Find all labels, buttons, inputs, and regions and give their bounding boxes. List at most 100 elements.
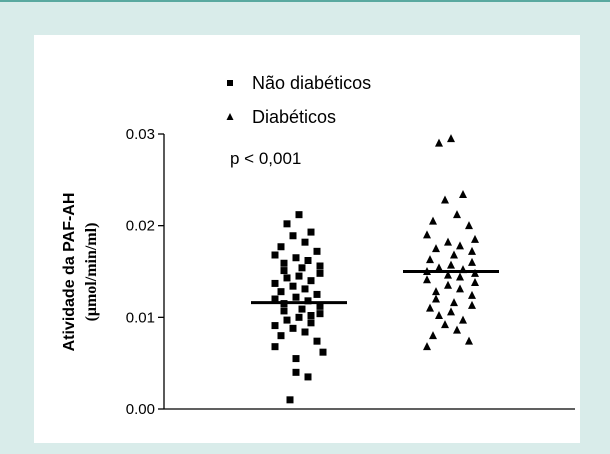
point-non-diabetic	[280, 259, 288, 267]
legend-label: Diabéticos	[252, 107, 336, 127]
point-non-diabetic	[307, 228, 315, 236]
point-non-diabetic	[286, 396, 294, 404]
point-non-diabetic	[277, 332, 285, 340]
point-diabetic	[429, 331, 437, 340]
y-tick-label: 0.02	[126, 218, 155, 235]
legend: Não diabéticos Diabéticos	[226, 73, 371, 127]
point-non-diabetic	[271, 343, 279, 351]
point-non-diabetic	[271, 295, 279, 303]
point-non-diabetic	[283, 316, 291, 324]
point-non-diabetic	[319, 348, 327, 356]
point-non-diabetic	[316, 269, 324, 277]
point-diabetic	[465, 336, 473, 345]
y-axis-label-group: Atividade da PAF-AH (μmol/min/ml)	[61, 193, 100, 352]
y-axis-label: Atividade da PAF-AH	[61, 193, 78, 352]
point-non-diabetic	[298, 305, 306, 313]
point-non-diabetic	[313, 247, 321, 255]
point-non-diabetic	[277, 288, 285, 296]
point-diabetic	[423, 342, 431, 351]
point-diabetic	[423, 230, 431, 239]
point-non-diabetic	[283, 274, 291, 282]
point-diabetic	[432, 244, 440, 253]
point-non-diabetic	[295, 211, 303, 219]
point-non-diabetic	[304, 257, 312, 264]
point-non-diabetic	[313, 337, 321, 345]
point-non-diabetic	[301, 285, 309, 293]
point-diabetic	[444, 270, 452, 279]
point-non-diabetic	[307, 312, 315, 319]
point-non-diabetic	[316, 310, 324, 318]
point-diabetic	[459, 190, 467, 198]
axes	[163, 134, 575, 410]
point-non-diabetic	[280, 267, 288, 275]
legend-marker-triangle	[226, 113, 234, 120]
point-non-diabetic	[283, 220, 291, 228]
median-lines	[251, 270, 499, 305]
point-diabetic	[453, 325, 461, 334]
point-diabetic	[453, 210, 461, 219]
point-diabetic	[465, 221, 473, 230]
legend-marker-square	[227, 80, 233, 86]
point-diabetic	[450, 298, 458, 307]
chart-panel: 0.00 0.01 0.02 0.03 Não diabéticos Diabético…	[34, 35, 580, 443]
point-diabetic	[426, 255, 434, 264]
point-diabetic	[447, 134, 455, 143]
y-tick-label: 0.00	[126, 401, 155, 418]
point-non-diabetic	[295, 272, 303, 280]
y-ticks: 0.00 0.01 0.02 0.03	[126, 126, 164, 418]
data-points	[271, 134, 479, 404]
y-tick-label: 0.01	[126, 309, 155, 326]
point-non-diabetic	[271, 279, 279, 287]
point-diabetic	[468, 257, 476, 266]
point-non-diabetic	[313, 290, 321, 298]
point-diabetic	[468, 246, 476, 255]
point-non-diabetic	[307, 277, 315, 285]
y-axis-unit-label: (μmol/min/ml)	[83, 223, 100, 322]
point-non-diabetic	[289, 282, 297, 290]
point-diabetic	[447, 260, 455, 269]
point-non-diabetic	[292, 254, 300, 262]
point-non-diabetic	[289, 232, 297, 240]
legend-label: Não diabéticos	[252, 73, 371, 93]
point-diabetic	[447, 307, 455, 316]
scatter-chart: 0.00 0.01 0.02 0.03 Não diabéticos Diabético…	[61, 73, 575, 418]
point-diabetic	[441, 320, 449, 329]
point-non-diabetic	[295, 313, 303, 321]
point-non-diabetic	[280, 307, 288, 315]
point-diabetic	[456, 272, 464, 281]
point-diabetic	[426, 303, 434, 312]
point-diabetic	[432, 294, 440, 303]
point-diabetic	[441, 195, 449, 204]
point-non-diabetic	[289, 324, 297, 332]
point-diabetic	[432, 287, 440, 296]
point-diabetic	[471, 278, 479, 286]
point-non-diabetic	[307, 319, 315, 327]
point-diabetic	[429, 216, 437, 225]
point-non-diabetic	[304, 297, 312, 305]
point-diabetic	[456, 284, 464, 293]
point-non-diabetic	[277, 243, 285, 251]
point-non-diabetic	[292, 368, 300, 376]
point-diabetic	[435, 263, 443, 272]
point-diabetic	[450, 250, 458, 259]
point-diabetic	[435, 311, 443, 319]
point-non-diabetic	[316, 262, 324, 270]
point-non-diabetic	[316, 302, 324, 310]
point-non-diabetic	[304, 373, 312, 381]
point-diabetic	[456, 241, 464, 250]
point-diabetic	[468, 300, 476, 309]
point-non-diabetic	[292, 293, 300, 301]
point-non-diabetic	[271, 251, 279, 259]
point-non-diabetic	[301, 238, 309, 246]
point-diabetic	[444, 237, 452, 246]
point-diabetic	[468, 290, 476, 299]
point-diabetic	[444, 280, 452, 289]
point-diabetic	[471, 234, 479, 243]
point-diabetic	[435, 138, 443, 147]
point-non-diabetic	[292, 355, 300, 363]
point-non-diabetic	[298, 264, 306, 272]
point-diabetic	[423, 275, 431, 284]
p-value-annotation: p < 0,001	[230, 149, 301, 168]
point-diabetic	[459, 315, 467, 324]
